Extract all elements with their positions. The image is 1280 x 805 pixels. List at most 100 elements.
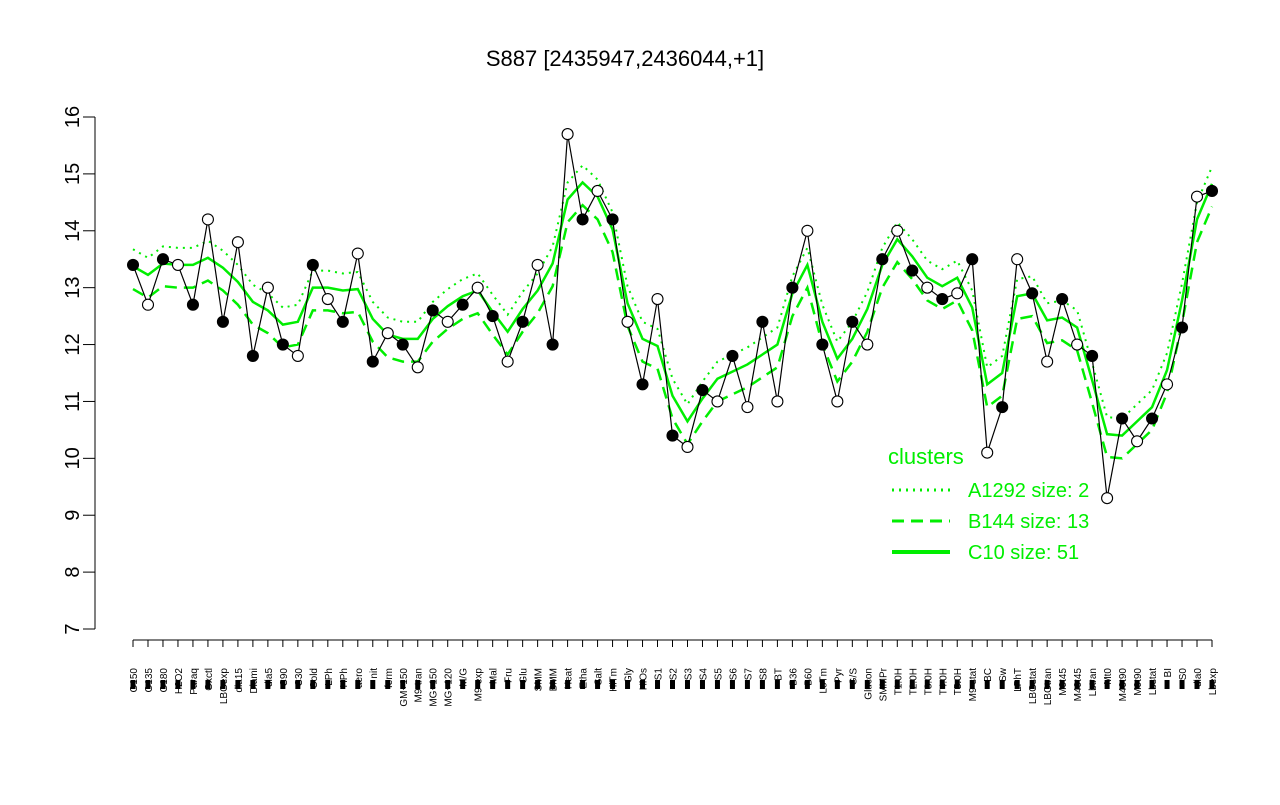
data-point [531, 258, 544, 271]
x-tick-marker [250, 680, 256, 689]
data-point [1146, 412, 1159, 425]
x-tick-label: Gly [624, 668, 635, 683]
data-point [981, 446, 994, 459]
x-tick-label: Oxctl [204, 668, 215, 691]
x-tick-marker [640, 680, 646, 689]
x-tick-marker [1209, 680, 1215, 689]
x-tick-marker [220, 680, 226, 689]
x-tick-marker [1119, 680, 1125, 689]
x-tick-marker [595, 680, 601, 689]
x-tick-marker [235, 680, 241, 689]
x-tick-marker [400, 680, 406, 689]
data-point [996, 401, 1009, 414]
x-tick-label: HiTm [609, 668, 620, 692]
x-tick-label: ferm [384, 668, 395, 688]
data-point [1056, 292, 1069, 306]
x-tick-marker [550, 680, 556, 689]
data-point [786, 281, 799, 294]
x-tick-marker [535, 680, 541, 689]
x-tick-marker [864, 680, 870, 689]
data-point [561, 128, 574, 141]
data-point [546, 338, 559, 351]
y-tick-label: 14 [62, 220, 84, 242]
x-tick-label: Cold [309, 668, 320, 689]
x-tick-marker [1044, 680, 1050, 689]
data-point [306, 258, 319, 271]
x-tick-marker [744, 680, 750, 689]
data-point [1086, 349, 1099, 362]
data-point [1116, 412, 1129, 425]
x-tick-label: S5 [713, 668, 724, 681]
y-tick-label: 15 [62, 163, 84, 185]
y-tick-label: 8 [62, 567, 84, 578]
x-tick-marker [565, 680, 571, 689]
data-point [666, 429, 679, 442]
x-tick-marker [205, 680, 211, 689]
data-point [936, 292, 949, 306]
x-tick-label: BMM [549, 668, 560, 691]
x-tick-label: S8 [758, 668, 769, 681]
data-point [141, 298, 155, 311]
data-point [126, 258, 140, 271]
x-tick-label: BC [983, 668, 994, 682]
x-tick-label: Salt [594, 668, 605, 685]
data-point [216, 315, 229, 328]
x-tick-marker [145, 680, 151, 689]
x-tick-marker [804, 680, 810, 689]
data-point [816, 338, 829, 351]
x-tick-marker [894, 680, 900, 689]
x-tick-marker [834, 680, 840, 689]
data-point [1160, 378, 1174, 391]
x-tick-label: Glu [519, 668, 530, 684]
data-point [486, 310, 499, 323]
x-tick-marker [340, 680, 346, 689]
x-tick-label: S1 [654, 668, 665, 681]
x-tick-marker [999, 680, 1005, 689]
y-tick-label: 13 [62, 277, 84, 299]
x-tick-label: MG+150 [429, 668, 440, 707]
data-point [846, 315, 859, 328]
x-tick-label: Lbstat [1148, 668, 1159, 695]
x-tick-marker [1089, 680, 1095, 689]
data-point [441, 315, 454, 328]
x-tick-label: aero [354, 668, 365, 688]
x-tick-label: T5.0H [953, 668, 964, 695]
legend-entry: B144 size: 13 [968, 511, 1089, 533]
x-tick-label: BT [773, 668, 784, 681]
x-tick-marker [655, 680, 661, 689]
x-tick-label: Mt0 [1103, 668, 1114, 685]
data-point [276, 338, 289, 351]
x-tick-label: LBGexp [219, 668, 230, 705]
x-tick-marker [1014, 680, 1020, 689]
data-point [591, 184, 604, 198]
legend-entry: A1292 size: 2 [968, 480, 1089, 502]
x-tick-label: M9-stat [968, 668, 979, 702]
x-tick-label: HiOs [639, 668, 650, 690]
x-tick-marker [1104, 680, 1110, 689]
legend-title: clusters [888, 444, 964, 469]
x-tick-marker [520, 680, 526, 689]
y-tick-label: 9 [62, 510, 84, 521]
data-point [741, 401, 754, 414]
x-tick-marker [1164, 680, 1170, 689]
x-tick-label: Heat [564, 668, 575, 689]
x-tick-label: LoTm [818, 668, 829, 694]
data-point [516, 315, 529, 328]
x-tick-label: T4.0H [938, 668, 949, 695]
x-tick-marker [1149, 680, 1155, 689]
data-point [606, 213, 619, 226]
x-tick-marker [280, 680, 286, 689]
x-tick-label: LBGtran [1043, 668, 1054, 705]
x-tick-label: Mal [489, 668, 500, 684]
x-tick-label: C30 [294, 668, 305, 687]
data-point [1026, 287, 1039, 300]
data-point [456, 298, 469, 311]
x-tick-marker [160, 680, 166, 689]
data-point [231, 236, 244, 249]
data-point [186, 298, 199, 311]
x-tick-marker [1179, 680, 1185, 689]
x-tick-label: H2O2 [174, 668, 185, 695]
